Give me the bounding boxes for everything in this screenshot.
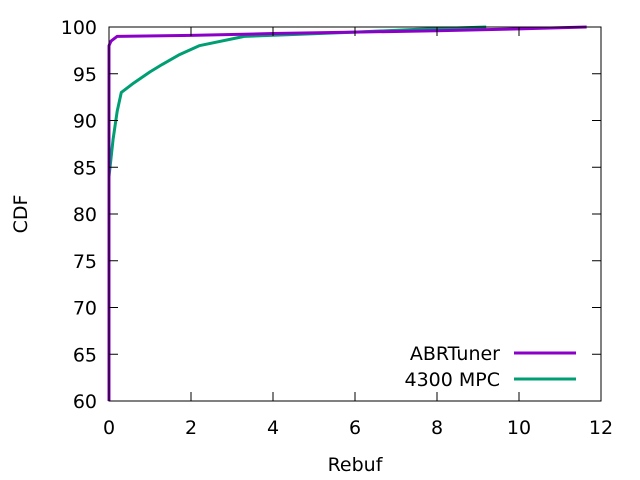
legend: ABRTuner 4300 MPC	[404, 343, 576, 391]
x-tick-label: 2	[185, 417, 197, 439]
y-tick-label: 75	[73, 251, 97, 273]
x-tick-label: 10	[507, 417, 531, 439]
ticks-layer: 0 2 4 6 8 10 12 60 65 70 75 80 85 90 95 100	[61, 17, 613, 439]
legend-label-4300-mpc: 4300 MPC	[404, 369, 500, 391]
y-tick-label: 90	[73, 111, 97, 133]
y-tick-label: 80	[73, 204, 97, 226]
series-layer	[107, 25, 587, 401]
x-tick-label: 6	[349, 417, 361, 439]
x-tick-label: 12	[589, 417, 613, 439]
x-tick-label: 8	[431, 417, 443, 439]
y-axis-title: CDF	[10, 195, 32, 234]
x-tick-label: 0	[103, 417, 115, 439]
x-axis-title: Rebuf	[328, 454, 384, 476]
series-line-abrtuner	[107, 25, 587, 401]
y-tick-label: 85	[73, 157, 97, 179]
plot-frame	[108, 26, 602, 402]
y-tick-label: 60	[73, 391, 97, 413]
x-tick-label: 4	[267, 417, 279, 439]
y-tick-label: 70	[73, 298, 97, 320]
y-tick-label: 65	[73, 344, 97, 366]
y-tick-label: 95	[73, 64, 97, 86]
y-tick-label: 100	[61, 17, 97, 39]
legend-label-abrtuner: ABRTuner	[410, 343, 500, 365]
